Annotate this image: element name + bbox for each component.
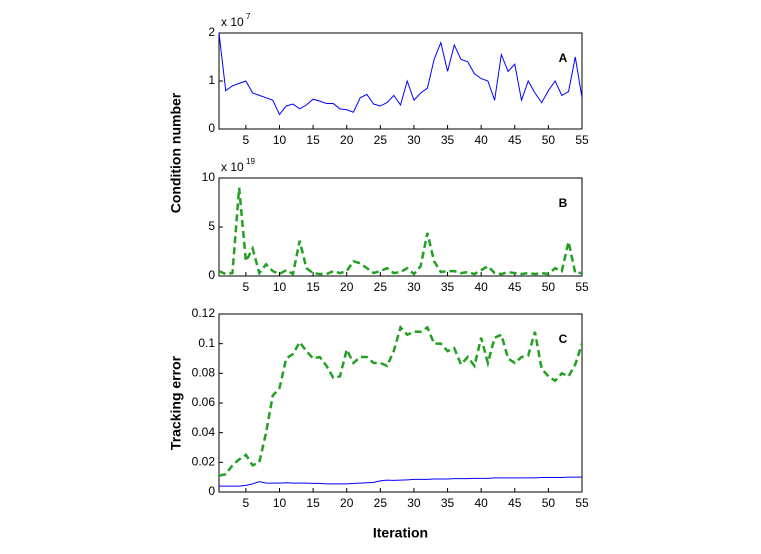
y-tick-label: 0 bbox=[208, 484, 215, 498]
x-tick-label: 15 bbox=[306, 496, 320, 510]
y-tick-label: 2 bbox=[208, 25, 215, 39]
y-tick-label: 5 bbox=[208, 219, 215, 233]
y-exponent: 7 bbox=[246, 12, 251, 21]
y-tick-label: 10 bbox=[202, 170, 216, 184]
line-series bbox=[218, 32, 583, 116]
x-tick-label: 15 bbox=[306, 133, 320, 147]
panel-letter: C bbox=[559, 332, 568, 346]
y-tick-label: 0.06 bbox=[192, 395, 216, 409]
y-exponent: 19 bbox=[246, 157, 255, 166]
y-tick-label: 0.1 bbox=[198, 336, 215, 350]
x-tick-label: 35 bbox=[441, 280, 455, 294]
x-tick-label: 20 bbox=[340, 280, 354, 294]
x-tick-label: 5 bbox=[243, 133, 250, 147]
y-tick-label: 1 bbox=[208, 73, 215, 87]
y-tick-label: 0.08 bbox=[192, 366, 216, 380]
x-axis-label: Iteration bbox=[373, 525, 428, 541]
x-tick-label: 10 bbox=[273, 280, 287, 294]
x-tick-label: 55 bbox=[575, 133, 589, 147]
x-tick-label: 15 bbox=[306, 280, 320, 294]
x-tick-label: 50 bbox=[542, 496, 556, 510]
x-tick-label: 40 bbox=[474, 496, 488, 510]
x-tick-label: 10 bbox=[273, 496, 287, 510]
x-tick-label: 40 bbox=[474, 280, 488, 294]
x-tick-label: 10 bbox=[273, 133, 287, 147]
axes-box bbox=[218, 313, 583, 493]
x-tick-label: 55 bbox=[575, 496, 589, 510]
line-series bbox=[218, 187, 582, 277]
x-tick-label: 50 bbox=[542, 280, 556, 294]
y-axis-label: Condition number bbox=[168, 92, 184, 213]
x-tick-label: 20 bbox=[340, 496, 354, 510]
y-tick-label: 0.02 bbox=[192, 455, 216, 469]
x-tick-label: 40 bbox=[474, 133, 488, 147]
x-tick-label: 5 bbox=[243, 496, 250, 510]
line-series bbox=[218, 324, 584, 477]
x-tick-label: 45 bbox=[508, 133, 522, 147]
axes-box bbox=[218, 177, 583, 277]
x-tick-label: 55 bbox=[575, 280, 589, 294]
y-tick-label: 0.12 bbox=[192, 306, 216, 320]
panel-letter: B bbox=[559, 196, 568, 210]
x-tick-label: 45 bbox=[508, 280, 522, 294]
x-tick-label: 25 bbox=[374, 280, 388, 294]
panel-letter: A bbox=[559, 51, 568, 65]
line-series bbox=[219, 476, 582, 487]
x-tick-label: 5 bbox=[243, 280, 250, 294]
x-tick-label: 30 bbox=[407, 133, 421, 147]
axes-box bbox=[218, 32, 583, 130]
y-tick-label: 0 bbox=[208, 268, 215, 282]
y-tick-label: 0.04 bbox=[192, 425, 216, 439]
x-tick-label: 50 bbox=[542, 133, 556, 147]
x-tick-label: 25 bbox=[374, 133, 388, 147]
y-tick-label: 0 bbox=[208, 121, 215, 135]
x-tick-label: 30 bbox=[407, 280, 421, 294]
y-multiplier: x 10 bbox=[221, 15, 244, 29]
x-tick-label: 25 bbox=[374, 496, 388, 510]
y-multiplier: x 10 bbox=[221, 160, 244, 174]
y-axis-label: Tracking error bbox=[168, 355, 184, 450]
x-tick-label: 45 bbox=[508, 496, 522, 510]
x-tick-label: 20 bbox=[340, 133, 354, 147]
x-tick-label: 30 bbox=[407, 496, 421, 510]
x-tick-label: 35 bbox=[441, 496, 455, 510]
x-tick-label: 35 bbox=[441, 133, 455, 147]
